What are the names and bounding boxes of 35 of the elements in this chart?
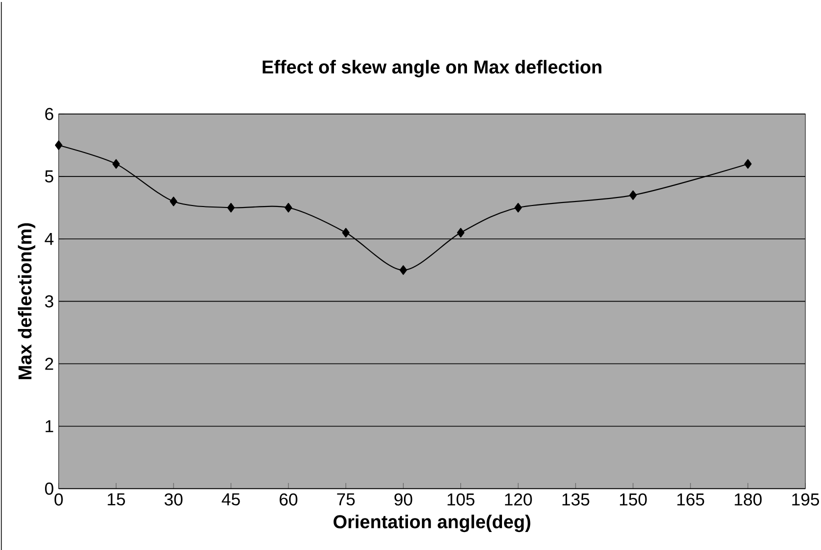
x-tick-label: 120 (505, 493, 532, 506)
point (284, 202, 292, 212)
x-tick-label: 135 (562, 493, 590, 506)
x-tick-label: 195 (792, 493, 820, 506)
point (744, 159, 752, 169)
point (629, 190, 637, 200)
point (170, 196, 178, 206)
x-tick-label: 30 (164, 493, 182, 506)
y-tick-label: 2 (45, 358, 54, 370)
x-tick-label: 75 (337, 493, 355, 506)
x-tick-label: 45 (222, 493, 240, 506)
y-axis-title: Max deflection(m) (18, 223, 36, 380)
x-tick-label: 150 (620, 493, 647, 506)
point (342, 228, 350, 238)
x-axis-title: Orientation angle(deg) (334, 514, 530, 532)
point (54, 140, 62, 150)
point (514, 202, 522, 212)
x-tick-label: 105 (448, 493, 474, 506)
chart-title: Effect of skew angle on Max deflection (262, 60, 602, 78)
y-tick-label: 6 (45, 108, 54, 120)
x-tick-label: 165 (677, 493, 704, 506)
point (112, 159, 120, 169)
x-tick-label: 60 (280, 493, 298, 506)
point (457, 228, 464, 238)
y-tick-label: 3 (45, 295, 54, 308)
x-tick-label: 15 (108, 493, 125, 506)
y-tick-label: 5 (45, 170, 54, 182)
x-tick-label: 180 (734, 493, 762, 506)
point (400, 265, 408, 275)
x-tick-label: 0 (54, 493, 63, 506)
x-tick-label: 90 (394, 493, 412, 506)
y-tick-label: 0 (45, 482, 54, 495)
y-tick-label: 4 (44, 232, 54, 245)
point (227, 202, 235, 212)
y-tick-label: 1 (46, 420, 54, 432)
